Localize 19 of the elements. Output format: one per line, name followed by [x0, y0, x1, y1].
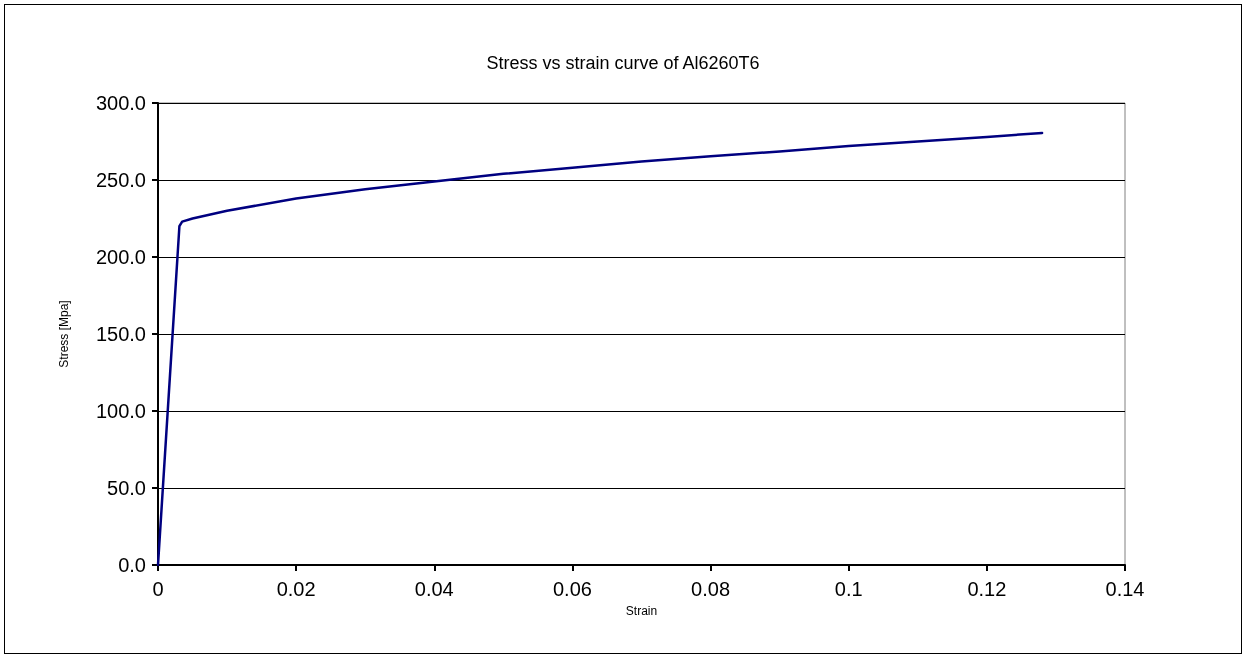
x-axis-title: Strain — [625, 604, 658, 618]
y-tick-label: 250.0 — [95, 169, 146, 191]
x-tick-label: 0.06 — [552, 578, 592, 600]
x-tick-label: 0 — [152, 578, 164, 600]
x-tick-label: 0.1 — [834, 578, 863, 600]
y-tick-label: 200.0 — [95, 246, 146, 268]
x-tick-label: 0.04 — [414, 578, 454, 600]
chart-title: Stress vs strain curve of Al6260T6 — [486, 53, 760, 73]
y-tick-label: 0.0 — [118, 554, 146, 576]
x-tick-label: 0.08 — [691, 578, 731, 600]
x-tick-label: 0.12 — [967, 578, 1007, 600]
x-tick-label: 0.02 — [276, 578, 316, 600]
y-tick-label: 50.0 — [107, 477, 146, 499]
x-tick-label: 0.14 — [1105, 578, 1145, 600]
y-tick-label: 150.0 — [95, 323, 146, 345]
y-tick-label: 300.0 — [95, 92, 146, 114]
y-axis-title: Stress [Mpa] — [57, 300, 71, 368]
line-series — [156, 131, 1044, 567]
y-tick-label: 100.0 — [95, 400, 146, 422]
